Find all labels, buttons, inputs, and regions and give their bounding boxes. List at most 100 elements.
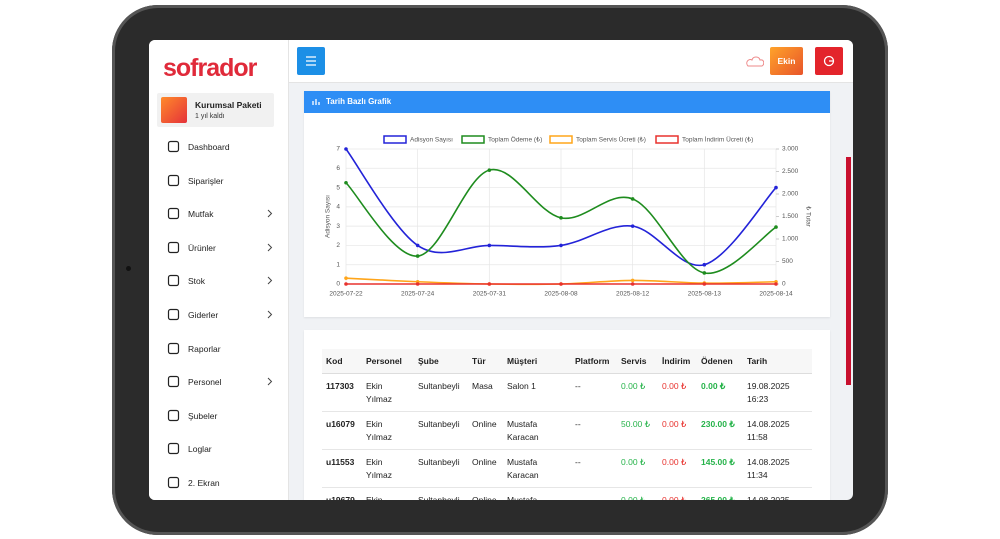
- topbar: Ekin: [289, 40, 853, 83]
- menu-item[interactable]: Giderler: [167, 306, 273, 324]
- logout-button[interactable]: [815, 47, 843, 75]
- orders-table: Kod Personel Şube Tür Müşteri Platform Servis İ…: [322, 349, 812, 500]
- menu-icon: [167, 174, 180, 186]
- table-cell: u19679: [322, 487, 362, 500]
- table-cell: 50.00 ₺: [617, 411, 658, 450]
- chart: 2025-07-22 2025-07-24 2025-07-31 2025-08-08…: [325, 135, 813, 298]
- table-cell: u16079: [322, 411, 362, 450]
- menu-item[interactable]: Personel: [167, 373, 273, 391]
- menu-item[interactable]: Raporlar: [167, 340, 271, 358]
- y-tick-label: 6: [336, 165, 340, 172]
- chart-header: Tarih Bazlı Grafik: [304, 91, 830, 113]
- menu-item[interactable]: Mutfak: [167, 205, 273, 223]
- y2-tick-label: 0: [782, 281, 786, 288]
- table-cell: Ekin Yılmaz: [362, 449, 414, 488]
- table-cell: Ekin Yılmaz: [362, 373, 414, 412]
- table-cell: 19.08.2025 16:23: [743, 373, 812, 412]
- table-cell: Online: [468, 411, 503, 450]
- table-cell: --: [571, 373, 617, 412]
- x-tick-label: 2025-08-12: [616, 291, 650, 298]
- chevron: [267, 209, 273, 218]
- table-header: Tarih: [743, 349, 812, 374]
- menu-item[interactable]: Stok: [167, 272, 273, 290]
- table-cell: Sultanbeyli: [414, 487, 468, 500]
- menu-icon: [167, 342, 180, 354]
- table-header: Müşteri: [503, 349, 571, 374]
- chevron: [267, 377, 273, 386]
- menu-label: Ürünler: [188, 242, 216, 253]
- menu-label: Mutfak: [188, 209, 214, 220]
- menu-toggle[interactable]: [297, 47, 325, 75]
- menu-item[interactable]: 2. Ekran: [167, 474, 271, 492]
- y2-tick-label: 1.500: [782, 213, 799, 220]
- chevron-path: [267, 209, 273, 218]
- y-axis-label: Adisyon Sayısı: [325, 195, 332, 238]
- user-button[interactable]: Ekin: [770, 47, 803, 75]
- y-tick-label: 3: [336, 223, 340, 230]
- table-cell: Salon 1: [503, 373, 571, 412]
- table-cell: 265.00 ₺: [697, 487, 743, 500]
- table-cell: 230.00 ₺: [697, 411, 743, 450]
- hat-icon: [746, 56, 764, 67]
- x-tick-label: 2025-07-22: [329, 291, 363, 298]
- menu-icon: [167, 140, 180, 153]
- table-row[interactable]: u11553 Ekin Yılmaz Sultanbeyli Online Mustaf…: [322, 449, 812, 488]
- data-point: [415, 243, 420, 248]
- table-cell: 0.00 ₺: [658, 373, 697, 412]
- package-remaining: 1 yıl kaldı: [195, 113, 225, 120]
- table-cell: Mustafa Karacan: [503, 411, 571, 450]
- data-point: [630, 224, 635, 228]
- data-point: [702, 271, 707, 275]
- data-point: [630, 197, 635, 201]
- x-tick-label: 2025-07-24: [401, 291, 435, 298]
- data-point: [487, 168, 492, 172]
- table-header: Kod: [322, 349, 362, 374]
- data-point: [487, 243, 492, 248]
- table-cell: 0.00 ₺: [658, 449, 697, 488]
- table-card: Kod Personel Şube Tür Müşteri Platform Servis İ…: [304, 330, 830, 500]
- data-point: [559, 243, 563, 248]
- y-tick-label: 2: [336, 242, 340, 249]
- menu-icon: [167, 409, 180, 421]
- menu-label: Giderler: [188, 310, 219, 320]
- menu-item[interactable]: Siparişler: [167, 172, 271, 190]
- logo[interactable]: sofrador: [163, 54, 257, 82]
- legend-swatch: [655, 135, 679, 144]
- x-tick-label: 2025-08-14: [759, 291, 793, 298]
- table-header: Platform: [571, 349, 617, 374]
- menu-label: Personel: [188, 377, 222, 388]
- table-cell: Mustafa Karacan: [503, 449, 571, 488]
- menu-icon: [167, 275, 180, 287]
- menu-label: Raporlar: [188, 343, 221, 354]
- data-point: [559, 216, 563, 220]
- data-point: [774, 282, 778, 286]
- table-cell: Online: [468, 449, 503, 488]
- table-cell: Masa: [468, 373, 503, 412]
- menu-item[interactable]: Ürünler: [167, 239, 273, 257]
- legend-swatch: [461, 135, 485, 144]
- y-tick-label: 7: [336, 146, 340, 153]
- legend-label: Toplam Servis Ücreti (₺): [576, 136, 646, 144]
- menu-icon: [167, 241, 180, 253]
- chart-card: Tarih Bazlı Grafik 2025-07-22 2025-07-24 2…: [304, 91, 830, 317]
- table-row[interactable]: 117303 Ekin Yılmaz Sultanbeyli Masa Salon 1-…: [322, 373, 812, 412]
- x-tick-label: 2025-07-31: [473, 291, 507, 298]
- table-cell: Sultanbeyli: [414, 411, 468, 450]
- y-tick-label: 5: [336, 184, 340, 191]
- table-cell: 0.00 ₺: [617, 487, 658, 500]
- menu-item[interactable]: Loglar: [167, 440, 271, 458]
- table-row[interactable]: u16079 Ekin Yılmaz Sultanbeyli Online Mustaf…: [322, 411, 812, 450]
- chevron: [267, 310, 273, 319]
- menu-item[interactable]: Şubeler: [167, 407, 271, 425]
- table-header: Personel: [362, 349, 414, 374]
- legend-label: Adisyon Sayısı: [410, 137, 453, 144]
- table-header: İndirim: [658, 349, 697, 374]
- scrollbar[interactable]: [846, 157, 851, 385]
- table-cell: 0.00 ₺: [658, 411, 697, 450]
- menu-icon: [167, 443, 180, 455]
- package-box: Kurumsal Paketi 1 yıl kaldı: [157, 93, 274, 127]
- menu-item[interactable]: Dashboard: [167, 138, 271, 156]
- table-header: Tür: [468, 349, 503, 374]
